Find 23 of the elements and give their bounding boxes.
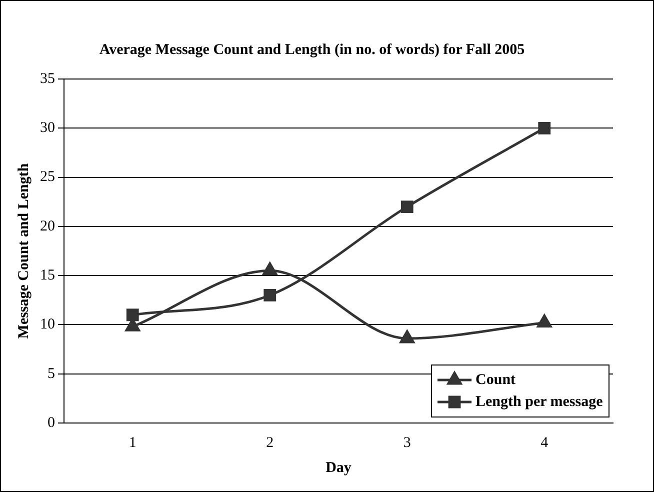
y-tick-label: 25 (40, 169, 55, 186)
y-tick-label: 15 (40, 268, 55, 284)
point (400, 330, 414, 344)
y-tick-label: 35 (40, 70, 55, 87)
y-tick-label: 30 (40, 120, 55, 136)
legend-label: Count (476, 372, 516, 388)
point (262, 262, 278, 276)
x-tick-label: 3 (403, 434, 411, 451)
legend-label: Length per message (476, 394, 604, 410)
y-tick-label: 0 (48, 414, 55, 431)
y-axis-title: Message Count and Length (16, 162, 32, 339)
y-tick-label: 5 (48, 366, 55, 382)
x-tick-label: 1 (128, 434, 136, 451)
y-tick-label: 20 (40, 218, 55, 234)
point (538, 122, 551, 134)
x-axis-title: Day (326, 460, 352, 476)
x-tick-label: 4 (540, 434, 549, 451)
point (400, 200, 414, 213)
point (264, 289, 276, 302)
x-tick-label: 2 (266, 434, 274, 451)
point (537, 314, 552, 328)
y-tick-label: 10 (40, 316, 55, 333)
chart-title: Average Message Count and Length (in no. of words) for Fall 2005 (99, 42, 525, 58)
